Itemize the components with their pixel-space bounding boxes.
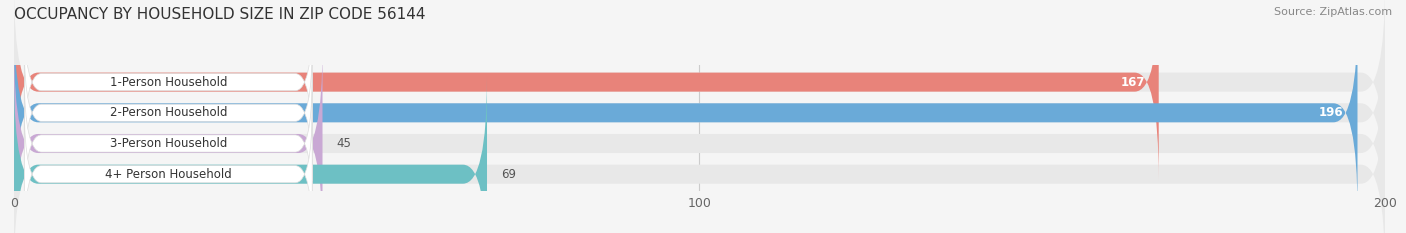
Text: 4+ Person Household: 4+ Person Household <box>105 168 232 181</box>
Text: 1-Person Household: 1-Person Household <box>110 76 226 89</box>
Text: Source: ZipAtlas.com: Source: ZipAtlas.com <box>1274 7 1392 17</box>
Text: 69: 69 <box>501 168 516 181</box>
FancyBboxPatch shape <box>14 15 1358 211</box>
FancyBboxPatch shape <box>14 15 1385 211</box>
FancyBboxPatch shape <box>14 46 1385 233</box>
Text: 167: 167 <box>1121 76 1144 89</box>
Text: 196: 196 <box>1319 106 1344 119</box>
Text: 2-Person Household: 2-Person Household <box>110 106 226 119</box>
Text: OCCUPANCY BY HOUSEHOLD SIZE IN ZIP CODE 56144: OCCUPANCY BY HOUSEHOLD SIZE IN ZIP CODE … <box>14 7 426 22</box>
FancyBboxPatch shape <box>24 45 312 181</box>
FancyBboxPatch shape <box>14 0 1159 180</box>
FancyBboxPatch shape <box>14 76 1385 233</box>
FancyBboxPatch shape <box>24 106 312 233</box>
FancyBboxPatch shape <box>24 14 312 150</box>
FancyBboxPatch shape <box>24 75 312 212</box>
FancyBboxPatch shape <box>14 0 1385 180</box>
Text: 3-Person Household: 3-Person Household <box>110 137 226 150</box>
FancyBboxPatch shape <box>14 46 322 233</box>
Text: 45: 45 <box>336 137 352 150</box>
FancyBboxPatch shape <box>14 76 486 233</box>
